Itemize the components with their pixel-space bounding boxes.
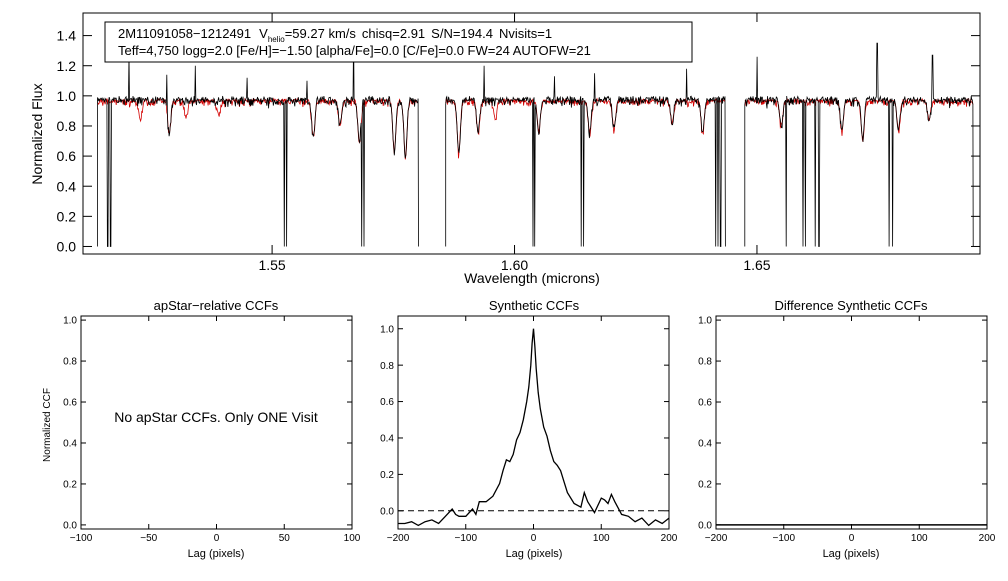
- observed-spectrum-chip-0: [97, 32, 419, 247]
- apstar-ccf-x-axis-label: Lag (pixels): [188, 548, 245, 560]
- synthetic-ccf-line: [398, 328, 670, 527]
- spectrum-y-tick-label-2: 0.4: [57, 178, 77, 194]
- apstar-ccf-axes-frame: [80, 315, 353, 530]
- spectrum-x-axis-label: Wavelength (microns): [464, 270, 600, 286]
- spectrum-y-tick-label-1: 0.2: [57, 208, 77, 224]
- synthetic-x-tick-label-3: 100: [593, 533, 610, 544]
- synthetic-ccf-panel: Synthetic CCFs −200 −100 0 100 200 0.0 0.2 0.4 0…: [380, 298, 678, 560]
- difference-x-tick-label-2: 0: [849, 533, 855, 544]
- synthetic-ccf-axes-frame: [397, 315, 670, 530]
- spectrum-observed-series: [97, 32, 974, 247]
- apstar-y-tick-label-1: 0.2: [63, 480, 77, 491]
- synthetic-ccf-title: Synthetic CCFs: [489, 298, 580, 313]
- spectrum-y-tick-label-3: 0.6: [57, 148, 77, 164]
- synthetic-x-tick-label-1: −100: [454, 533, 477, 544]
- spectrum-info-box: [104, 21, 693, 63]
- model-spectrum-chip-1: [445, 97, 726, 159]
- observed-spectrum-chip-1: [445, 65, 726, 247]
- apstar-x-tick-label-4: 100: [344, 533, 361, 544]
- synthetic-ccf-ticks: −200 −100 0 100 200 0.0 0.2 0.4 0.6 0.8 1.0: [380, 316, 678, 544]
- chisq-value: chisq=2.91: [362, 26, 425, 41]
- synthetic-x-tick-label-2: 0: [531, 533, 537, 544]
- difference-ccf-title: Difference Synthetic CCFs: [775, 298, 928, 313]
- apstar-ccf-y-axis-label: Normalized CCF: [42, 388, 53, 462]
- apstar-x-tick-label-1: −50: [140, 533, 157, 544]
- spectrum-y-tick-label-4: 0.8: [57, 118, 77, 134]
- apstar-y-tick-label-4: 0.8: [63, 357, 77, 368]
- nvisits-value: Nvisits=1: [499, 26, 552, 41]
- difference-x-tick-label-3: 100: [911, 533, 928, 544]
- vhelio-subscript: helio: [268, 35, 285, 44]
- spectrum-x-tick-label-1: 1.60: [501, 257, 528, 273]
- spectrum-info-line2: Teff=4,750 logg=2.0 [Fe/H]=−1.50 [alpha/…: [118, 43, 591, 58]
- synthetic-ccf-x-axis-label: Lag (pixels): [506, 548, 563, 560]
- spectrum-y-axis-label: Normalized Flux: [29, 83, 45, 184]
- difference-y-tick-label-0: 0.0: [698, 521, 712, 532]
- difference-x-tick-label-1: −100: [772, 533, 795, 544]
- synthetic-y-tick-label-5: 1.0: [380, 324, 394, 335]
- synthetic-y-tick-label-1: 0.2: [380, 470, 394, 481]
- difference-ccf-axes-frame: [715, 315, 988, 530]
- observed-spectrum-chip-2: [744, 42, 974, 247]
- spectrum-axes-frame: [82, 12, 981, 255]
- snr-value: S/N=194.4: [431, 26, 493, 41]
- difference-y-tick-label-2: 0.4: [698, 439, 712, 450]
- apstar-no-data-message: No apStar CCFs. Only ONE Visit: [114, 409, 318, 425]
- difference-y-tick-label-3: 0.6: [698, 398, 712, 409]
- spectrum-y-tick-label-6: 1.2: [57, 58, 77, 74]
- difference-x-tick-label-4: 200: [979, 533, 996, 544]
- apstar-y-tick-label-3: 0.6: [63, 398, 77, 409]
- vhelio-value: =59.27 km/s: [285, 26, 357, 41]
- spectrum-x-tick-label-2: 1.65: [743, 257, 770, 273]
- spectrum-ticks: 1.55 1.60 1.65 0.0 0.2 0.4 0.6 0.8 1.0 1.2 1.4: [57, 13, 980, 273]
- spectrum-x-tick-label-0: 1.55: [258, 257, 285, 273]
- apstar-ccf-title: apStar−relative CCFs: [154, 298, 279, 313]
- apstar-x-tick-label-2: 0: [214, 533, 220, 544]
- difference-y-tick-label-4: 0.8: [698, 357, 712, 368]
- difference-ccf-panel: Difference Synthetic CCFs −200 −100 0 100 20…: [698, 298, 996, 560]
- vhelio-label: V: [259, 26, 268, 41]
- apstar-y-tick-label-0: 0.0: [63, 521, 77, 532]
- synthetic-y-tick-label-0: 0.0: [380, 506, 394, 517]
- difference-ccf-x-axis-label: Lag (pixels): [823, 548, 880, 560]
- synthetic-y-tick-label-3: 0.6: [380, 397, 394, 408]
- difference-x-tick-label-0: −200: [705, 533, 728, 544]
- synthetic-ccf-series: [398, 328, 670, 527]
- apstar-x-tick-label-0: −100: [70, 533, 93, 544]
- apstar-y-tick-label-2: 0.4: [63, 439, 77, 450]
- synthetic-y-tick-label-4: 0.8: [380, 361, 394, 372]
- apstar-x-tick-label-3: 50: [279, 533, 291, 544]
- difference-y-tick-label-1: 0.2: [698, 480, 712, 491]
- synthetic-y-tick-label-2: 0.4: [380, 434, 394, 445]
- difference-y-tick-label-5: 1.0: [698, 316, 712, 327]
- spectrum-panel: 1.55 1.60 1.65 0.0 0.2 0.4 0.6 0.8 1.0 1.2 1.4 2M1…: [29, 12, 981, 286]
- apstar-ccf-panel: apStar−relative CCFs −100 −50 0 50 100 0.0 0.2…: [42, 298, 361, 560]
- apstar-ccf-ticks: −100 −50 0 50 100 0.0 0.2 0.4 0.6 0.8 1.0: [63, 316, 361, 544]
- apstar-y-tick-label-5: 1.0: [63, 316, 77, 327]
- spectrum-y-tick-label-5: 1.0: [57, 88, 77, 104]
- synthetic-x-tick-label-4: 200: [661, 533, 678, 544]
- spectrum-y-tick-label-0: 0.0: [57, 239, 77, 255]
- spectrum-info-line1: 2M11091058−1212491 Vhelio=59.27 km/s chisq…: [118, 26, 552, 44]
- synthetic-x-tick-label-0: −200: [387, 533, 410, 544]
- star-id: 2M11091058−1212491: [118, 26, 251, 41]
- spectrum-y-tick-label-7: 1.4: [57, 28, 77, 44]
